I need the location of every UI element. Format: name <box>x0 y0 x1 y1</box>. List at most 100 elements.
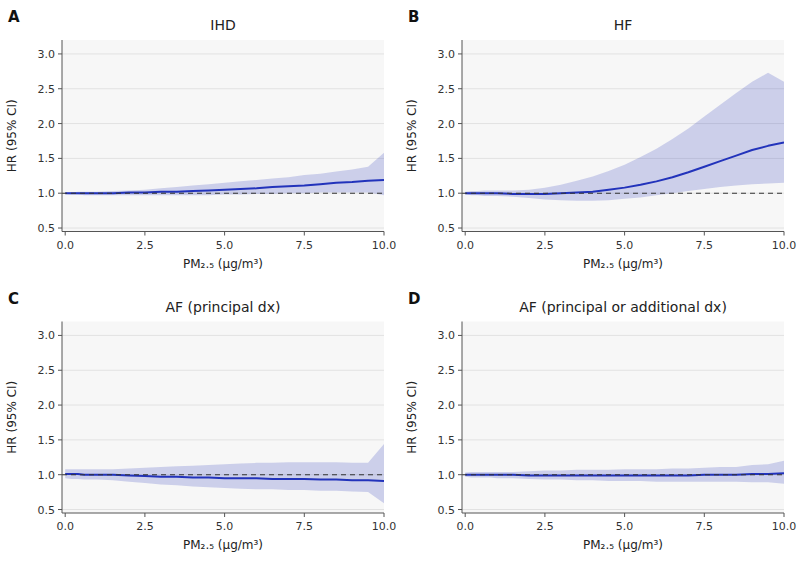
tick-label: 7.5 <box>696 239 714 252</box>
y-label: HR (95% CI) <box>5 99 19 172</box>
tick <box>624 232 625 236</box>
grid-line <box>62 123 384 124</box>
grid-line <box>462 405 784 406</box>
tick <box>58 509 62 510</box>
tick <box>58 370 62 371</box>
panel-label: B <box>408 8 419 26</box>
tick-label: 2.0 <box>438 399 456 412</box>
tick-label: 7.5 <box>696 520 714 533</box>
tick-label: 5.0 <box>616 239 634 252</box>
reference-line <box>62 193 384 194</box>
y-label: HR (95% CI) <box>5 381 19 454</box>
x-label: PM₂.₅ (μg/m³) <box>583 257 663 271</box>
tick-label: 1.5 <box>438 434 456 447</box>
data-group <box>462 73 784 201</box>
tick-label: 10.0 <box>372 520 397 533</box>
y-axis <box>462 40 463 232</box>
tick-label: 10.0 <box>772 520 797 533</box>
grid-line <box>62 335 384 336</box>
panel-label: D <box>408 290 420 308</box>
grid-line <box>62 228 384 229</box>
tick <box>458 88 462 89</box>
y-axis <box>462 322 463 514</box>
tick-label: 2.0 <box>438 118 456 131</box>
tick <box>458 193 462 194</box>
grid-line <box>462 439 784 440</box>
grid-line <box>462 335 784 336</box>
x-axis <box>62 231 384 232</box>
figure: 0.51.01.52.02.53.00.02.55.07.510.0IHDAPM… <box>0 0 800 563</box>
tick-label: 3.0 <box>38 48 56 61</box>
tick-label: 2.5 <box>38 364 56 377</box>
tick-label: 7.5 <box>296 520 314 533</box>
x-label: PM₂.₅ (μg/m³) <box>183 257 263 271</box>
tick-label: 5.0 <box>216 520 234 533</box>
tick <box>544 232 545 236</box>
tick-label: 2.5 <box>136 239 154 252</box>
tick <box>58 88 62 89</box>
tick <box>458 439 462 440</box>
grid-line <box>62 370 384 371</box>
plot-area <box>62 322 384 514</box>
tick <box>784 513 785 517</box>
tick <box>465 232 466 236</box>
y-axis <box>62 40 63 232</box>
tick-label: 7.5 <box>296 239 314 252</box>
tick-label: 2.0 <box>38 399 56 412</box>
panel-label: C <box>8 290 19 308</box>
x-label: PM₂.₅ (μg/m³) <box>583 538 663 552</box>
tick <box>65 513 66 517</box>
tick-label: 1.5 <box>38 434 56 447</box>
title: AF (principal or additional dx) <box>519 299 727 315</box>
tick-label: 5.0 <box>616 520 634 533</box>
tick <box>458 123 462 124</box>
tick <box>58 439 62 440</box>
tick <box>784 232 785 236</box>
tick-label: 1.0 <box>438 469 456 482</box>
tick-label: 0.0 <box>456 239 474 252</box>
tick <box>544 513 545 517</box>
x-axis <box>462 231 784 232</box>
plot-area <box>462 40 784 232</box>
grid-line <box>462 228 784 229</box>
panel: 0.51.01.52.02.53.00.02.55.07.510.0AF (pr… <box>405 290 796 553</box>
tick-label: 0.0 <box>56 239 74 252</box>
panel: 0.51.01.52.02.53.00.02.55.07.510.0AF (pr… <box>5 290 396 553</box>
hr-line <box>65 180 384 193</box>
ci-band <box>65 153 384 195</box>
tick-label: 0.5 <box>38 504 56 517</box>
panel-label: A <box>8 8 20 26</box>
title: HF <box>614 17 633 33</box>
tick <box>458 158 462 159</box>
tick-label: 2.5 <box>438 83 456 96</box>
data-group <box>62 444 384 503</box>
y-axis <box>62 322 63 514</box>
tick <box>224 513 225 517</box>
x-axis <box>462 513 784 514</box>
tick-label: 0.0 <box>56 520 74 533</box>
grid-line <box>462 509 784 510</box>
tick-label: 3.0 <box>438 329 456 342</box>
tick-label: 3.0 <box>38 329 56 342</box>
reference-line <box>462 193 784 194</box>
y-label: HR (95% CI) <box>405 381 419 454</box>
grid-line <box>462 53 784 54</box>
tick <box>458 370 462 371</box>
grid-line <box>462 88 784 89</box>
tick-label: 1.5 <box>38 152 56 165</box>
tick <box>458 405 462 406</box>
tick <box>458 53 462 54</box>
tick-label: 0.5 <box>438 504 456 517</box>
tick <box>458 335 462 336</box>
tick <box>58 123 62 124</box>
ci-band <box>465 461 784 484</box>
tick <box>58 335 62 336</box>
tick-label: 1.0 <box>38 187 56 200</box>
hr-line <box>465 142 784 194</box>
grid-line <box>62 405 384 406</box>
tick <box>384 513 385 517</box>
tick-label: 2.5 <box>136 520 154 533</box>
tick-label: 1.5 <box>438 152 456 165</box>
reference-line <box>62 474 384 475</box>
tick-label: 0.5 <box>38 222 56 235</box>
